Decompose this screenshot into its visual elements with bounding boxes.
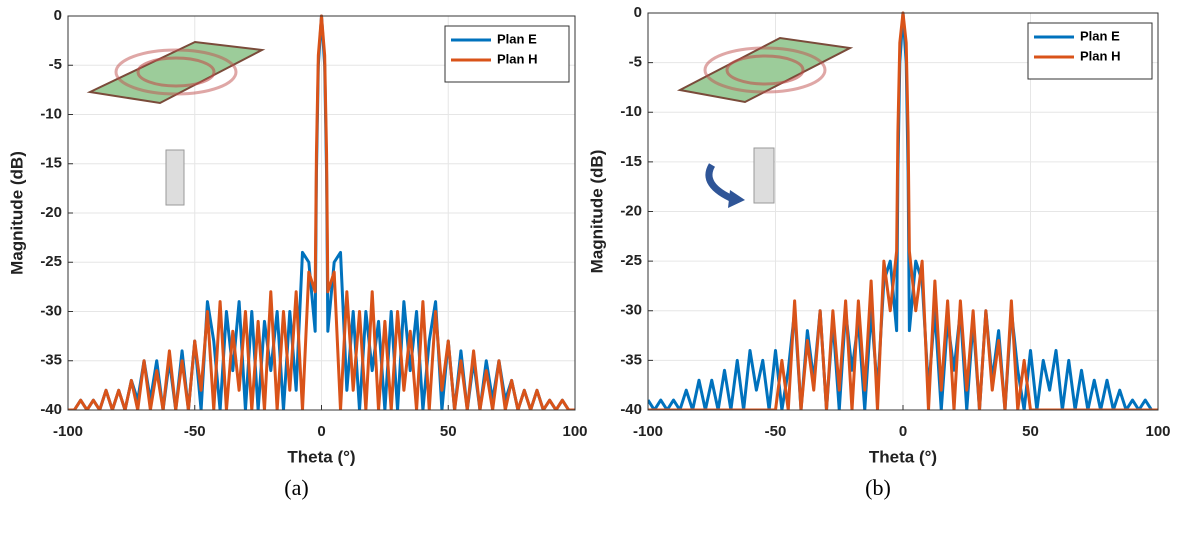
y-tick-label: -20 <box>620 202 642 219</box>
x-tick-label: -50 <box>184 423 206 440</box>
x-tick-label: -100 <box>633 423 663 440</box>
y-tick-label: -5 <box>49 56 62 73</box>
y-tick-label: -40 <box>620 401 642 418</box>
legend-label: Plan E <box>497 31 537 46</box>
y-tick-label: -40 <box>40 401 62 418</box>
y-tick-label: -35 <box>620 351 642 368</box>
y-tick-label: -25 <box>620 252 642 269</box>
x-tick-label: 0 <box>317 423 325 440</box>
inset-a <box>86 40 266 206</box>
y-tick-label: 0 <box>634 4 642 21</box>
legend-label: Plan H <box>1080 48 1120 63</box>
y-tick-label: -5 <box>629 54 642 71</box>
caption: (a) <box>284 475 308 500</box>
y-tick-label: -15 <box>620 153 642 170</box>
x-tick-label: -100 <box>53 423 83 440</box>
y-tick-label: -10 <box>40 105 62 122</box>
legend-label: Plan E <box>1080 28 1120 43</box>
x-tick-label: 50 <box>440 423 457 440</box>
y-tick-label: -15 <box>40 155 62 172</box>
y-axis-label: Magnitude (dB) <box>587 150 606 274</box>
legend-box <box>444 25 570 83</box>
axes-frame <box>67 15 576 411</box>
x-tick-label: 0 <box>899 423 907 440</box>
x-axis-label: Theta (°) <box>869 447 937 466</box>
legend-box <box>1027 22 1153 80</box>
legend-label: Plan H <box>497 51 537 66</box>
x-axis-label: Theta (°) <box>287 447 355 466</box>
y-tick-label: -30 <box>620 302 642 319</box>
y-tick-label: -20 <box>40 204 62 221</box>
caption: (b) <box>865 475 891 500</box>
y-tick-label: -10 <box>620 103 642 120</box>
y-tick-label: -25 <box>40 253 62 270</box>
x-tick-label: 50 <box>1022 423 1039 440</box>
x-tick-label: 100 <box>562 423 587 440</box>
inset-b <box>676 36 854 208</box>
y-axis-label: Magnitude (dB) <box>7 151 26 275</box>
x-tick-label: 100 <box>1145 423 1170 440</box>
y-tick-label: -35 <box>40 352 62 369</box>
axes-frame <box>647 12 1159 411</box>
y-tick-label: 0 <box>54 7 62 24</box>
x-tick-label: -50 <box>765 423 787 440</box>
y-tick-label: -30 <box>40 302 62 319</box>
